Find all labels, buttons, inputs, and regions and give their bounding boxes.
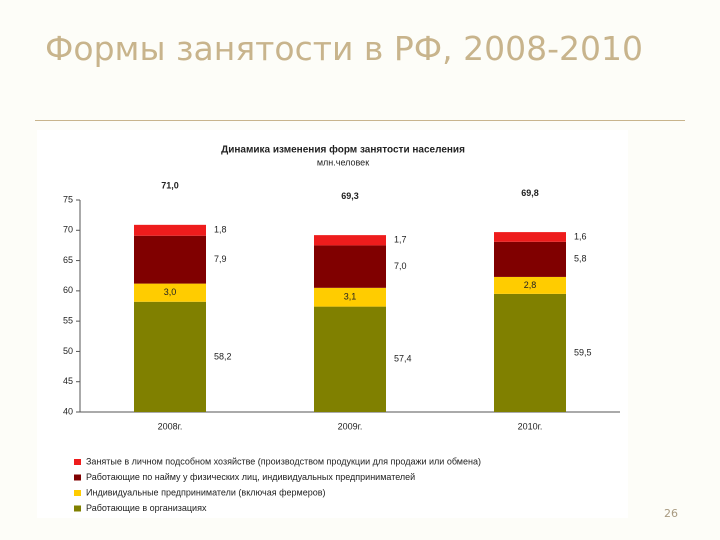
y-tick-label: 70 bbox=[63, 225, 73, 235]
y-tick-label: 40 bbox=[63, 406, 73, 416]
x-tick-label: 2010г. bbox=[518, 421, 543, 431]
chart-title: Динамика изменения форм занятости населе… bbox=[221, 144, 465, 156]
y-tick-label: 55 bbox=[63, 316, 73, 326]
data-label: 3,0 bbox=[164, 287, 177, 297]
data-label: 58,2 bbox=[214, 351, 232, 361]
legend-swatch bbox=[74, 505, 81, 512]
bar-segment bbox=[134, 283, 206, 302]
y-tick-label: 60 bbox=[63, 285, 73, 295]
total-label: 69,8 bbox=[521, 188, 539, 198]
legend-swatch bbox=[74, 459, 81, 465]
total-label: 69,3 bbox=[341, 191, 359, 201]
bar-segment bbox=[494, 293, 566, 412]
total-label: 71,0 bbox=[161, 181, 179, 191]
bar-segment bbox=[134, 235, 206, 284]
data-label: 7,0 bbox=[394, 261, 407, 271]
x-tick-label: 2008г. bbox=[158, 421, 183, 431]
y-tick-label: 45 bbox=[63, 376, 73, 386]
legend-swatch bbox=[74, 474, 81, 481]
legend-label: Работающие в организациях bbox=[86, 503, 207, 513]
bar-segment bbox=[494, 241, 566, 277]
x-tick-label: 2009г. bbox=[338, 421, 363, 431]
slide-title: Формы занятости в РФ, 2008-2010 bbox=[45, 29, 643, 68]
bar-segment bbox=[134, 301, 206, 412]
data-label: 2,8 bbox=[524, 280, 537, 290]
page-number: 26 bbox=[664, 507, 678, 520]
bar-segment bbox=[314, 306, 386, 412]
chart-subtitle: млн.человек bbox=[317, 157, 369, 167]
data-label: 57,4 bbox=[394, 354, 412, 364]
y-tick-label: 65 bbox=[63, 255, 73, 265]
data-label: 59,5 bbox=[574, 347, 592, 357]
data-label: 5,8 bbox=[574, 254, 587, 264]
legend-label: Индивидуальные предприниматели (включая … bbox=[86, 487, 326, 497]
bar-segment bbox=[134, 224, 206, 236]
data-label: 1,7 bbox=[394, 235, 407, 245]
legend-label: Занятые в личном подсобном хозяйстве (пр… bbox=[86, 456, 481, 466]
data-label: 1,6 bbox=[574, 231, 587, 241]
title-rule bbox=[35, 120, 685, 121]
data-label: 1,8 bbox=[214, 225, 227, 235]
bar-segment bbox=[494, 232, 566, 242]
bar-segment bbox=[314, 245, 386, 288]
bar-segment bbox=[494, 276, 566, 294]
y-tick-label: 50 bbox=[63, 346, 73, 356]
data-label: 3,1 bbox=[344, 292, 357, 302]
legend-swatch bbox=[74, 490, 81, 496]
data-label: 7,9 bbox=[214, 254, 227, 264]
y-tick-label: 75 bbox=[63, 194, 73, 204]
bar-segment bbox=[314, 287, 386, 307]
bar-segment bbox=[314, 235, 386, 246]
legend-label: Работающие по найму у физических лиц, ин… bbox=[86, 472, 415, 482]
